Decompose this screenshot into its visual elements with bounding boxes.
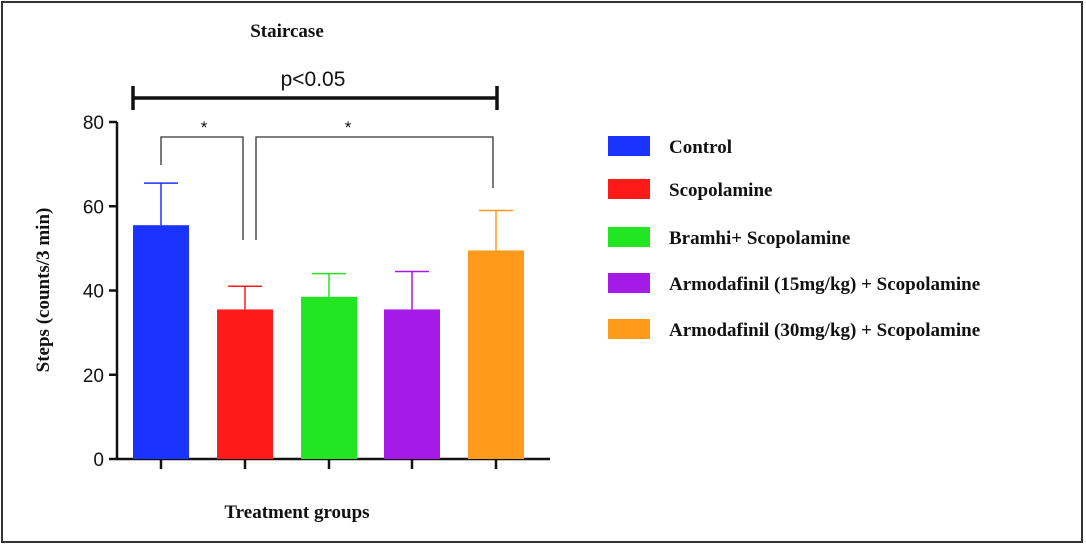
pair-bracket-2 (255, 136, 494, 240)
pair-bracket-1 (160, 136, 244, 240)
bar-5 (468, 250, 524, 459)
bar-2 (217, 309, 273, 459)
bar-1 (133, 225, 189, 459)
x-axis (117, 457, 550, 469)
y-axis: 0 20 40 60 80 (83, 113, 119, 471)
legend-label-4: Armodafinil (15mg/kg) + Scopolamine (669, 274, 980, 295)
legend-label-3: Bramhi+ Scopolamine (669, 228, 850, 249)
pair-star-2: * (345, 118, 352, 137)
y-tick-label: 60 (83, 197, 104, 218)
legend-label-2: Scopolamine (669, 180, 772, 201)
legend: Control Scopolamine Bramhi+ Scopolamine Arm… (608, 136, 980, 341)
legend-label-5: Armodafinil (30mg/kg) + Scopolamine (669, 320, 980, 341)
y-axis-label: Steps (counts/3 min) (33, 208, 54, 373)
legend-label-1: Control (669, 137, 732, 158)
bar-4 (384, 309, 440, 459)
legend-swatch-4 (608, 273, 650, 293)
x-axis-label: Treatment groups (224, 502, 369, 523)
y-tick-label: 0 (93, 450, 104, 471)
legend-swatch-5 (608, 319, 650, 339)
y-tick-label: 80 (83, 113, 104, 134)
bar-3 (301, 296, 357, 459)
legend-swatch-3 (608, 227, 650, 247)
bars (133, 182, 524, 459)
overall-p-value: p<0.05 (281, 68, 346, 91)
legend-swatch-2 (608, 179, 650, 199)
chart-title: Staircase (250, 21, 324, 42)
pair-star-1: * (201, 118, 208, 137)
legend-swatch-1 (608, 136, 650, 156)
y-tick-label: 40 (83, 282, 104, 303)
significance-annotations: * * (131, 86, 499, 240)
y-tick-label: 20 (83, 366, 104, 387)
